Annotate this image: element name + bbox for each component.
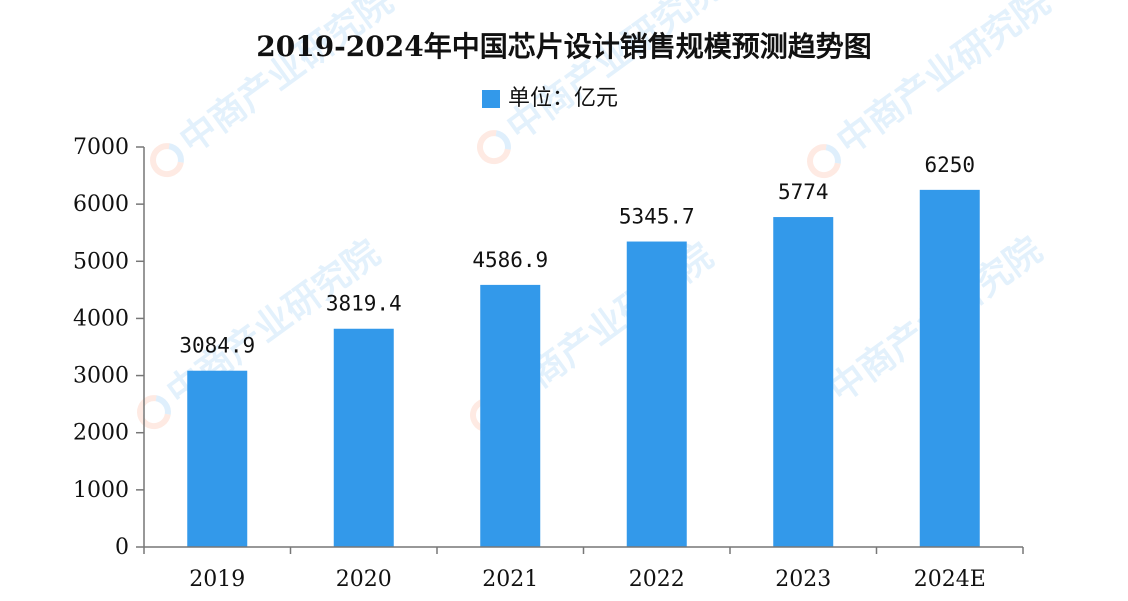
bar-2023 (773, 217, 834, 548)
bar-2022 (626, 241, 687, 547)
data-label-2019: 3084.9 (179, 334, 255, 358)
y-axis-tick-label: 4000 (73, 306, 129, 331)
y-axis-tick-label: 0 (115, 535, 129, 560)
data-label-2022: 5345.7 (619, 205, 695, 229)
x-axis-tick-label: 2021 (482, 567, 538, 592)
y-axis-ticks: 0 1000 2000 3000 4000 5000 6000 7000 (73, 135, 144, 560)
legend-swatch (482, 90, 500, 108)
data-label-2021: 4586.9 (472, 248, 548, 272)
bar-2020 (333, 328, 394, 547)
legend-label: 单位：亿元 (508, 86, 619, 111)
data-label-2020: 3819.4 (326, 292, 402, 316)
y-axis-tick-label: 2000 (73, 421, 129, 446)
y-axis-tick-label: 1000 (73, 478, 129, 503)
x-axis-tick-label: 2023 (775, 567, 831, 592)
bar-2024E (919, 189, 980, 547)
x-axis-tick-label: 2024E (914, 567, 986, 592)
data-label-2023: 5774 (778, 180, 829, 204)
y-axis-tick-label: 5000 (73, 249, 129, 274)
y-axis-tick-label: 6000 (73, 192, 129, 217)
chart-legend: 单位：亿元 (482, 83, 618, 115)
y-axis-tick-label: 3000 (73, 364, 129, 389)
x-axis-tick-label: 2019 (189, 567, 245, 592)
bar-2021 (480, 284, 541, 547)
data-label-2024E: 6250 (924, 153, 975, 177)
x-axis-tick-label: 2022 (629, 567, 685, 592)
x-axis-ticks: 2019 2020 2021 2022 2023 2024E (143, 547, 1024, 592)
bar-2019 (187, 370, 248, 547)
x-axis-tick-label: 2020 (336, 567, 392, 592)
data-labels: 3084.9 3819.4 4586.9 5345.7 5774 6250 (179, 153, 975, 358)
y-axis-tick-label: 7000 (73, 135, 129, 160)
chart-title: 2019-2024年中国芯片设计销售规模预测趋势图 (256, 30, 872, 63)
bars (187, 189, 980, 548)
